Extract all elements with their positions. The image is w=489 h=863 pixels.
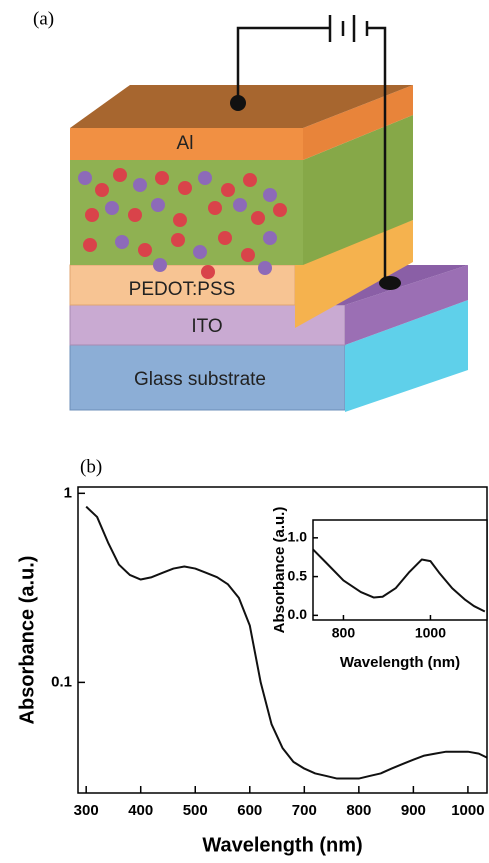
x-tick-label: 700	[292, 802, 317, 819]
x-tick-label: 300	[74, 802, 99, 819]
y-tick-label: 0.0	[288, 606, 308, 622]
y-tick-label: 1.0	[288, 529, 308, 545]
x-tick-label: 900	[401, 802, 426, 819]
y-tick-label: 0.5	[288, 567, 308, 583]
x-tick-label: 600	[237, 802, 262, 819]
x-axis-title: Wavelength (nm)	[340, 654, 460, 671]
x-tick-label: 1000	[451, 802, 484, 819]
x-tick-label: 400	[128, 802, 153, 819]
active-front	[70, 160, 303, 265]
layer-label: PEDOT:PSS	[129, 279, 236, 300]
panel-label: (a)	[33, 8, 54, 29]
panel-label: (b)	[80, 456, 102, 477]
y-axis-title: Absorbance (a.u.)	[271, 507, 288, 634]
layer-label: Al	[177, 133, 194, 154]
layer-label: ITO	[191, 316, 222, 337]
x-tick-label: 500	[183, 802, 208, 819]
page: (a) Al PEDOT:PSS ITO Glass substrate 300…	[0, 0, 489, 863]
layer-label: Glass substrate	[134, 369, 266, 390]
contact	[379, 276, 401, 290]
y-tick-label: 1	[64, 484, 72, 501]
y-tick-label: 0.1	[51, 673, 72, 690]
x-axis-title: Wavelength (nm)	[202, 834, 362, 856]
figure: (a) Al PEDOT:PSS ITO Glass substrate 300…	[0, 0, 489, 863]
y-axis-title: Absorbance (a.u.)	[16, 556, 38, 725]
x-tick-label: 800	[346, 802, 371, 819]
x-tick-label: 800	[332, 625, 356, 641]
contact	[230, 95, 246, 111]
x-tick-label: 1000	[415, 625, 446, 641]
inset-background	[313, 520, 487, 620]
